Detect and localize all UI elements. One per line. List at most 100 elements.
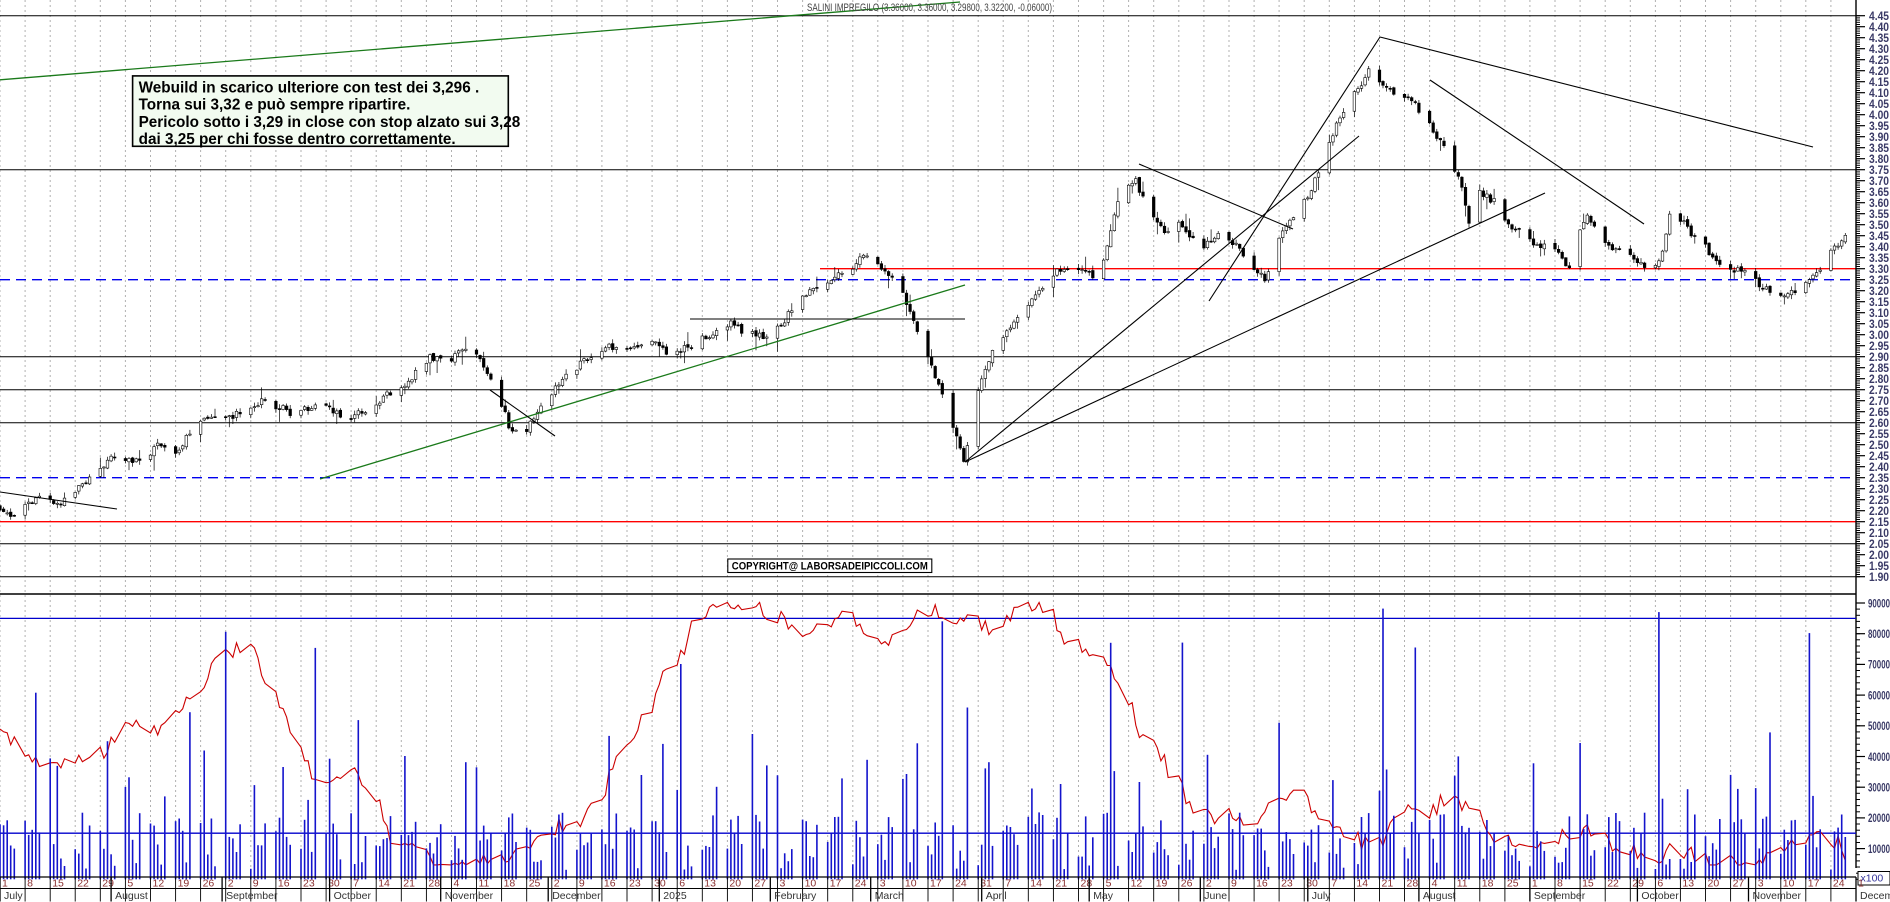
svg-text:21: 21 — [403, 877, 415, 889]
svg-text:x100: x100 — [1861, 873, 1884, 885]
svg-text:December: December — [1860, 890, 1890, 902]
svg-text:11: 11 — [479, 877, 490, 889]
svg-text:14: 14 — [378, 877, 390, 889]
svg-text:COPYRIGHT@ LABORSADEIPICCOLI.C: COPYRIGHT@ LABORSADEIPICCOLI.COM — [732, 561, 928, 573]
svg-text:26: 26 — [1181, 877, 1193, 889]
svg-text:April: April — [986, 890, 1007, 902]
svg-text:30000: 30000 — [1868, 783, 1890, 795]
svg-text:October: October — [334, 890, 372, 902]
svg-text:6: 6 — [1657, 877, 1663, 889]
svg-text:28: 28 — [428, 877, 440, 889]
svg-text:19: 19 — [1156, 877, 1168, 889]
svg-text:May: May — [1093, 890, 1114, 902]
svg-text:11: 11 — [1457, 877, 1468, 889]
svg-text:70000: 70000 — [1868, 660, 1890, 672]
svg-text:21: 21 — [1055, 877, 1067, 889]
svg-text:9: 9 — [579, 877, 585, 889]
svg-text:5: 5 — [1106, 877, 1112, 889]
svg-text:80000: 80000 — [1868, 629, 1890, 641]
svg-text:12: 12 — [153, 877, 165, 889]
svg-text:October: October — [1641, 890, 1679, 902]
svg-text:2: 2 — [1206, 877, 1212, 889]
svg-text:18: 18 — [504, 877, 516, 889]
svg-text:17: 17 — [830, 877, 842, 889]
svg-text:20: 20 — [729, 877, 741, 889]
svg-text:23: 23 — [1281, 877, 1293, 889]
svg-text:14: 14 — [1030, 877, 1042, 889]
svg-text:Pericolo sotto i 3,29 in close: Pericolo sotto i 3,29 in close con stop … — [139, 114, 521, 131]
svg-text:6: 6 — [679, 877, 685, 889]
svg-text:13: 13 — [1682, 877, 1694, 889]
svg-text:September: September — [226, 890, 278, 902]
svg-text:16: 16 — [604, 877, 616, 889]
svg-text:4: 4 — [454, 877, 460, 889]
svg-text:40000: 40000 — [1868, 752, 1890, 764]
svg-text:50000: 50000 — [1868, 721, 1890, 733]
svg-text:20: 20 — [1708, 877, 1720, 889]
svg-text:2: 2 — [228, 877, 234, 889]
svg-text:8: 8 — [1557, 877, 1563, 889]
svg-text:13: 13 — [704, 877, 716, 889]
svg-text:Webuild in scarico ulteriore c: Webuild in scarico ulteriore con test de… — [139, 79, 480, 96]
svg-text:5: 5 — [127, 877, 133, 889]
svg-text:16: 16 — [1256, 877, 1268, 889]
svg-text:SALINI IMPREGILO (3.36000, 3.3: SALINI IMPREGILO (3.36000, 3.36000, 3.29… — [807, 2, 1052, 14]
svg-text:25: 25 — [529, 877, 541, 889]
svg-text:July: July — [1312, 890, 1331, 902]
svg-text:29: 29 — [102, 877, 114, 889]
svg-text:28: 28 — [1407, 877, 1419, 889]
svg-text:November: November — [445, 890, 494, 902]
svg-text:24: 24 — [955, 877, 967, 889]
svg-text:14: 14 — [1356, 877, 1368, 889]
svg-text:December: December — [552, 890, 601, 902]
svg-text:July: July — [4, 890, 23, 902]
svg-text:8: 8 — [27, 877, 33, 889]
svg-text:24: 24 — [1833, 877, 1845, 889]
svg-text:60000: 60000 — [1868, 690, 1890, 702]
svg-text:27: 27 — [754, 877, 766, 889]
svg-text:7: 7 — [1331, 877, 1337, 889]
svg-text:2: 2 — [554, 877, 560, 889]
svg-text:August: August — [1423, 890, 1456, 902]
svg-text:23: 23 — [629, 877, 641, 889]
svg-text:15: 15 — [1582, 877, 1594, 889]
svg-text:dai 3,25 per chi fosse dentro: dai 3,25 per chi fosse dentro correttame… — [139, 131, 456, 148]
svg-text:7: 7 — [353, 877, 359, 889]
svg-text:1: 1 — [2, 877, 8, 889]
svg-text:12: 12 — [1131, 877, 1143, 889]
svg-text:10: 10 — [805, 877, 817, 889]
svg-text:17: 17 — [1808, 877, 1820, 889]
svg-text:30: 30 — [654, 877, 666, 889]
svg-text:4: 4 — [1432, 877, 1438, 889]
svg-text:November: November — [1753, 890, 1802, 902]
svg-text:10: 10 — [1783, 877, 1795, 889]
svg-text:3: 3 — [1758, 877, 1764, 889]
svg-text:28: 28 — [1081, 877, 1093, 889]
svg-text:21: 21 — [1382, 877, 1394, 889]
svg-text:18: 18 — [1482, 877, 1494, 889]
svg-text:1: 1 — [1532, 877, 1538, 889]
svg-text:10000: 10000 — [1868, 844, 1890, 856]
svg-text:27: 27 — [1733, 877, 1745, 889]
svg-text:19: 19 — [178, 877, 190, 889]
svg-text:March: March — [875, 890, 904, 902]
svg-text:3: 3 — [880, 877, 886, 889]
svg-text:17: 17 — [930, 877, 942, 889]
svg-text:16: 16 — [278, 877, 290, 889]
svg-text:15: 15 — [52, 877, 64, 889]
svg-text:10: 10 — [905, 877, 917, 889]
svg-text:September: September — [1534, 890, 1586, 902]
svg-text:1: 1 — [1858, 877, 1864, 889]
svg-text:26: 26 — [203, 877, 215, 889]
svg-text:22: 22 — [1607, 877, 1619, 889]
svg-text:24: 24 — [855, 877, 867, 889]
svg-text:9: 9 — [1231, 877, 1237, 889]
svg-text:1.90: 1.90 — [1869, 570, 1889, 584]
svg-text:7: 7 — [1005, 877, 1011, 889]
svg-text:20000: 20000 — [1868, 813, 1890, 825]
svg-text:90000: 90000 — [1868, 598, 1890, 610]
svg-text:2025: 2025 — [663, 890, 687, 902]
svg-text:June: June — [1204, 890, 1227, 902]
svg-text:9: 9 — [253, 877, 259, 889]
svg-text:22: 22 — [77, 877, 89, 889]
